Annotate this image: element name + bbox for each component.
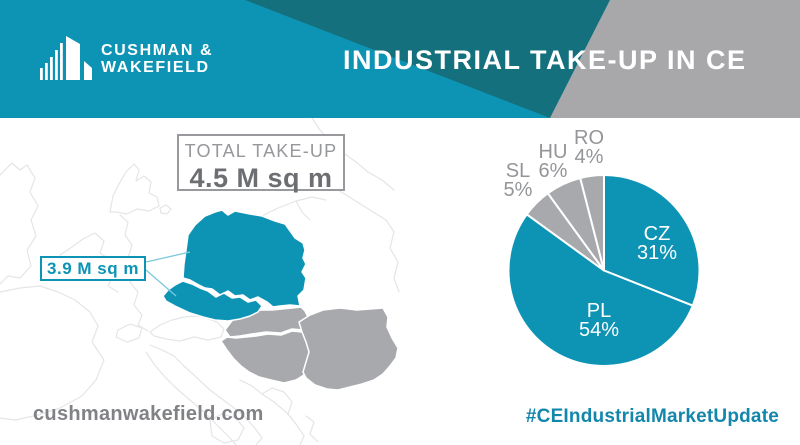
- page-title: INDUSTRIAL TAKE-UP IN CE: [343, 45, 747, 75]
- pie-slice-cz: [603, 174, 701, 307]
- callout-leader-line-czech: [145, 269, 177, 297]
- map-country-czech-republic: [162, 280, 263, 322]
- pie-slice-ro: [579, 174, 605, 272]
- pie-slice-pl: [507, 213, 694, 368]
- brand-name: CUSHMAN & WAKEFIELD: [101, 42, 213, 76]
- pie-label-pl: PL 54%: [578, 300, 620, 341]
- map-background-borders: [0, 118, 400, 445]
- brand-name-line2: WAKEFIELD: [101, 59, 210, 76]
- pie-chart: [507, 174, 701, 368]
- map-callout: 3.9 M sq m: [40, 256, 146, 281]
- total-takeup-box: TOTAL TAKE-UP 4.5 M sq m: [177, 134, 345, 193]
- map-country-romania: [298, 307, 399, 391]
- map-country-hungary: [220, 330, 312, 384]
- callout-leader-line-poland: [145, 251, 191, 263]
- map-country-poland: [182, 209, 307, 308]
- hashtag-text: #CEIndustrialMarketUpdate: [525, 406, 779, 427]
- website-text: cushmanwakefield.com: [33, 403, 264, 425]
- pie-label-hu: HU 6%: [538, 141, 568, 182]
- total-takeup-label: TOTAL TAKE-UP: [184, 141, 338, 161]
- cushman-wakefield-logo-icon: [40, 36, 92, 80]
- pie-label-ro: RO 4%: [574, 127, 604, 168]
- ce-map: [0, 118, 400, 445]
- total-takeup-value: 4.5 M sq m: [189, 163, 333, 193]
- header-band: CUSHMAN & WAKEFIELD INDUSTRIAL TAKE-UP I…: [0, 0, 800, 118]
- pie-label-cz: CZ 31%: [636, 223, 678, 264]
- brand-name-line1: CUSHMAN &: [101, 42, 214, 59]
- pie-label-sl: SL 5%: [503, 160, 533, 201]
